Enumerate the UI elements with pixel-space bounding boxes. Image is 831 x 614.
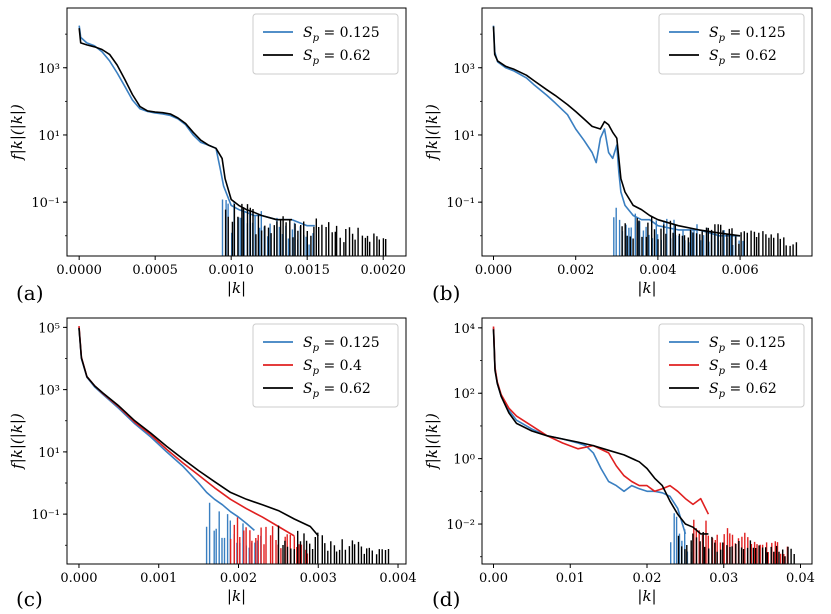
x-tick-label: 0.0020 [360,263,406,278]
series-group [78,25,387,256]
x-tick-label: 0.0010 [208,263,254,278]
y-axis-label: f|k|(|k|) [8,104,26,161]
legend-label: Sp = 0.62 [303,48,371,67]
x-tick-label: 0.02 [633,571,662,586]
panel-label: (c) [16,587,43,611]
x-tick-label: 0.002 [557,263,594,278]
series-line-2 [492,26,741,237]
x-tick-label: 0.000 [60,571,97,586]
panel-label: (d) [432,587,460,611]
x-axis-label: |k| [227,587,246,605]
y-tick-label: 10⁻¹ [31,508,60,523]
y-tick-label: 10³ [38,62,60,77]
legend-label: Sp = 0.125 [709,25,786,44]
panel-label: (b) [432,281,460,305]
x-axis-label: |k| [637,279,656,297]
y-axis-label: f|k|(|k|) [423,104,441,161]
y-tick-label: 10⁻¹ [446,196,475,211]
x-tick-label: 0.002 [220,571,257,586]
legend-box [252,13,399,75]
x-tick-label: 0.0015 [284,263,330,278]
y-tick-label: 10² [453,387,475,402]
series-line-1 [492,327,687,535]
legend: Sp = 0.125 Sp = 0.4 Sp = 0.62 [252,323,399,408]
x-tick-label: 0.0000 [56,263,102,278]
x-tick-label: 0.006 [721,263,758,278]
series-line-2 [492,326,710,515]
y-tick-label: 10⁴ [453,322,475,337]
legend-label: Sp = 0.4 [709,358,768,377]
axes-frame [66,317,407,565]
legend-label: Sp = 0.125 [709,335,786,354]
y-axis-label: f|k|(|k|) [423,413,441,470]
series-group [492,326,795,564]
series-group [78,326,390,564]
panel-label: (a) [16,281,44,305]
series-spikes-3 [277,525,390,564]
x-tick-label: 0.0005 [132,263,178,278]
x-tick-label: 0.04 [786,571,815,586]
y-tick-label: 10⁻¹ [31,196,60,211]
x-tick-label: 0.01 [556,571,585,586]
y-tick-label: 10¹ [38,446,60,461]
series-spikes-2 [621,216,798,256]
legend-label: Sp = 0.125 [303,335,380,354]
y-tick-label: 10⁻² [446,518,475,533]
x-tick-label: 0.00 [479,571,508,586]
legend-box [658,13,805,75]
x-tick-label: 0.000 [475,263,512,278]
legend: Sp = 0.125 Sp = 0.4 Sp = 0.62 [658,323,805,408]
legend: Sp = 0.125 Sp = 0.62 [658,13,805,75]
series-line-3 [492,329,709,535]
legend-label: Sp = 0.62 [303,381,371,400]
panel-d: 0.00 0.01 0.02 0.03 0.04 10⁻² 10⁰ 10² 10⁴ |k| f|k|… [423,317,815,611]
legend-box [252,323,399,408]
panel-a: 0.0000 0.0005 0.0010 0.0015 0.0020 10⁻¹ 10¹ 10³… [8,7,407,305]
x-axis-label: |k| [637,587,656,605]
y-tick-label: 10¹ [453,129,475,144]
y-tick-label: 10³ [453,62,475,77]
x-tick-label: 0.004 [379,571,416,586]
series-line-1 [78,25,315,227]
x-tick-label: 0.001 [140,571,177,586]
legend-label: Sp = 0.62 [709,48,777,67]
x-tick-label: 0.004 [639,263,676,278]
y-tick-label: 10⁰ [453,453,475,468]
legend-label: Sp = 0.62 [709,381,777,400]
axes-frame [481,7,813,257]
panel-b: 0.000 0.002 0.004 0.006 10⁻¹ 10¹ 10³ |k| f|k|(|k… [423,7,813,305]
y-tick-label: 10⁵ [38,321,60,336]
panel-c: 0.000 0.001 0.002 0.003 0.004 10⁻¹ 10¹ 10³ 10⁵ |k… [8,317,417,611]
x-tick-label: 0.03 [709,571,738,586]
x-axis-label: |k| [227,279,246,297]
series-line-1 [78,327,255,532]
y-tick-label: 10³ [38,384,60,399]
y-axis-label: f|k|(|k|) [8,413,26,470]
legend: Sp = 0.125 Sp = 0.62 [252,13,399,75]
series-spikes-3 [677,532,795,564]
y-tick-label: 10¹ [38,129,60,144]
series-spikes-2 [224,203,387,256]
axes-frame [66,7,407,257]
x-tick-label: 0.003 [300,571,337,586]
legend-label: Sp = 0.4 [303,358,362,377]
series-group [492,25,798,256]
series-spikes-2 [229,517,309,564]
series-line-3 [78,328,319,537]
legend-label: Sp = 0.125 [303,25,380,44]
legend-box [658,323,805,408]
